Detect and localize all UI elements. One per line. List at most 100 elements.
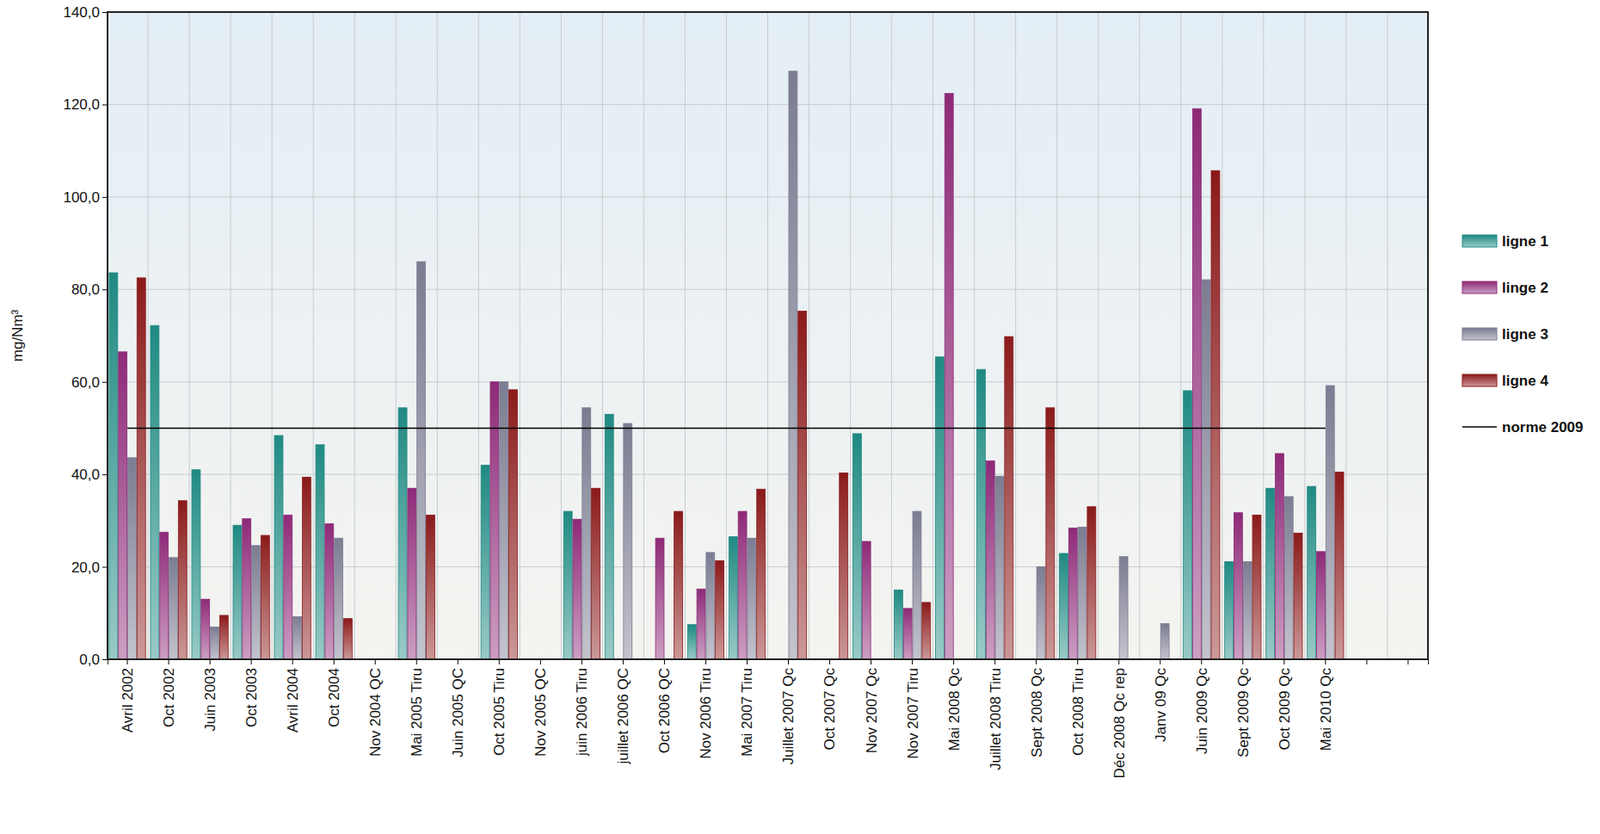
tick: 60,0 (71, 374, 108, 391)
bar (655, 537, 665, 659)
bar (1077, 526, 1087, 659)
tick: juillet 2006 QC (615, 658, 632, 765)
legend-swatch (1462, 327, 1497, 340)
legend-swatch (1462, 425, 1497, 428)
plot-marks (109, 71, 1344, 659)
tick-label: Nov 2005 QC (532, 667, 549, 757)
tick (1407, 658, 1409, 665)
grid-line-vertical (849, 12, 851, 659)
tick-mark (870, 658, 872, 665)
tick-label: Juillet 2008 Tiru (987, 667, 1004, 770)
bar (407, 487, 417, 659)
tick: Avril 2002 (119, 658, 136, 733)
tick: Oct 2006 QC (656, 658, 673, 753)
bar-series (118, 93, 1326, 659)
bar (118, 351, 128, 659)
bar (325, 523, 334, 659)
tick: 120,0 (62, 96, 108, 113)
bar (1160, 623, 1170, 659)
bar (150, 325, 160, 659)
bar (1119, 556, 1128, 659)
bar (499, 381, 509, 659)
tick: Oct 2008 Tiru (1070, 658, 1087, 756)
grid-line-vertical (436, 12, 438, 659)
tick-label: Mai 2010 Qc (1317, 667, 1335, 751)
tick-label: Oct 2005 Tiru (491, 667, 508, 756)
tick-mark (102, 566, 108, 568)
grid-line-vertical (1097, 12, 1099, 659)
grid-line-vertical (973, 12, 975, 659)
bar (935, 356, 944, 659)
tick: Nov 2004 QC (367, 658, 384, 757)
bar (480, 464, 490, 659)
tick-mark (1200, 658, 1202, 665)
grid-line-vertical (1180, 12, 1182, 659)
tick: Oct 2005 Tiru (491, 658, 508, 756)
tick: 0,0 (79, 651, 108, 668)
tick: Janv 09 Qc (1152, 658, 1170, 742)
bar (1233, 512, 1243, 659)
grid-line-vertical (808, 12, 810, 659)
bar (425, 514, 435, 659)
axis-title: mg/Nm³ (9, 308, 26, 362)
tick-mark (911, 658, 913, 665)
bar (274, 435, 284, 659)
tick-mark (333, 658, 335, 665)
tick-mark (416, 658, 418, 665)
bar (893, 589, 903, 659)
tick: Mai 2005 Tiru (408, 658, 425, 757)
chart: 0,020,040,060,080,0100,0120,0140,0Avril … (0, 0, 1600, 834)
bar (1046, 407, 1055, 659)
bar (728, 536, 738, 659)
tick-label: 140,0 (62, 4, 100, 21)
legend-label: ligne 4 (1501, 372, 1549, 389)
tick-mark (1076, 658, 1078, 665)
bar (210, 626, 220, 659)
bar (1068, 527, 1077, 659)
tick-mark (829, 658, 831, 665)
bar (738, 510, 747, 659)
grid-line-vertical (478, 12, 480, 659)
y-axis: 0,020,040,060,080,0100,0120,0140,0 (62, 4, 108, 668)
legend-swatch (1462, 234, 1497, 247)
grid-line-vertical (230, 12, 232, 659)
bar (169, 557, 179, 659)
bar (1183, 390, 1193, 659)
grid-line-vertical (147, 12, 149, 659)
tick: Nov 2007 Tiru (904, 658, 922, 759)
bar (1243, 561, 1252, 659)
legend-label: linge 2 (1501, 279, 1549, 296)
tick: 80,0 (71, 281, 108, 298)
bar (1087, 506, 1096, 659)
bar (127, 457, 136, 659)
bar (178, 500, 187, 659)
grid-line-vertical (1262, 12, 1264, 659)
tick-label: 20,0 (71, 559, 100, 576)
bar (301, 476, 311, 659)
tick-mark (102, 658, 108, 660)
grid-line-vertical (1304, 12, 1305, 659)
tick: Oct 2002 (160, 658, 178, 727)
plot-background (107, 12, 1428, 659)
tick: juin 2006 Tiru (573, 658, 591, 757)
bar (1335, 471, 1344, 659)
grid-line-vertical (519, 12, 521, 659)
bar (219, 615, 228, 659)
tick-label: Mai 2007 Tiru (738, 667, 756, 757)
grid-line-vertical (313, 12, 314, 659)
tick-mark (994, 658, 996, 665)
tick-label: juillet 2006 QC (615, 667, 632, 765)
tick: Mai 2010 Qc (1317, 658, 1335, 751)
grid-line-vertical (1056, 12, 1058, 659)
tick-mark (102, 104, 108, 105)
bar (715, 560, 725, 659)
tick-label: 0,0 (79, 651, 100, 668)
legend: ligne 1linge 2ligne 3ligne 4norme 2009 (1462, 233, 1584, 436)
tick-mark (209, 658, 211, 665)
bar (572, 518, 582, 659)
tick-mark (953, 658, 954, 665)
tick-label: Oct 2007 Qc (821, 667, 838, 751)
bar (977, 369, 986, 659)
bar (293, 616, 302, 659)
tick-label: Mai 2005 Tiru (408, 667, 425, 757)
